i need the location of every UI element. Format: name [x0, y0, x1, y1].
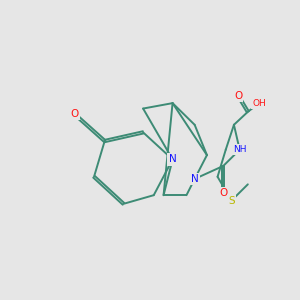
Text: N: N — [169, 154, 176, 164]
Text: NH: NH — [233, 145, 246, 154]
Text: O: O — [219, 188, 227, 198]
Text: N: N — [191, 174, 199, 184]
Text: OH: OH — [252, 99, 266, 108]
Text: S: S — [228, 196, 235, 206]
Text: O: O — [234, 91, 242, 100]
Text: O: O — [70, 109, 79, 119]
